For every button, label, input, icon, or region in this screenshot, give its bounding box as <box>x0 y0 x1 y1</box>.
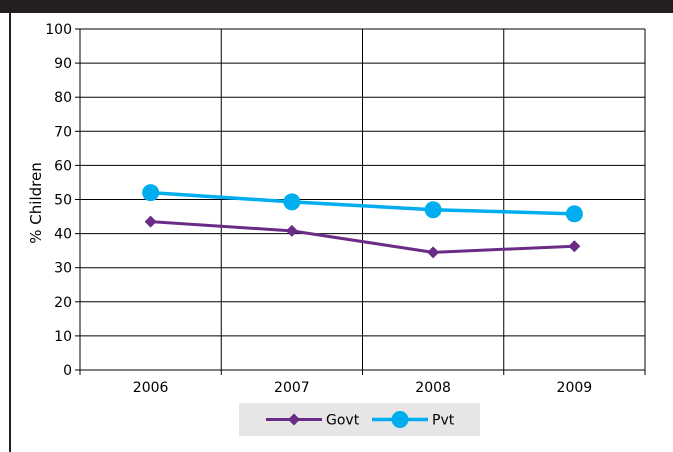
legend-label: Govt <box>326 413 360 429</box>
y-tick-label: 40 <box>54 227 72 243</box>
y-tick-label: 50 <box>54 193 72 209</box>
data-point-pvt <box>565 205 583 223</box>
data-point-pvt <box>283 193 301 211</box>
y-tick-label: 30 <box>54 261 72 277</box>
data-point-govt <box>427 246 440 259</box>
x-tick-label: 2006 <box>133 380 169 396</box>
x-tick-label: 2008 <box>415 380 451 396</box>
legend: Govt Pvt <box>239 403 480 436</box>
y-tick-label: 10 <box>54 329 72 345</box>
legend-label: Pvt <box>432 413 455 429</box>
data-point-govt <box>568 240 581 253</box>
y-tick-label: 70 <box>54 124 72 140</box>
data-point-pvt <box>142 184 160 202</box>
x-tick-label: 2009 <box>557 380 593 396</box>
data-point-pvt <box>424 201 442 219</box>
y-tick-label: 80 <box>54 90 72 106</box>
y-axis-title: % Children <box>27 162 45 243</box>
y-tick-label: 0 <box>63 363 72 379</box>
series-line-govt <box>150 220 575 254</box>
legend-marker <box>391 411 409 428</box>
legend-marker <box>288 413 300 426</box>
x-tick-label: 2007 <box>274 380 310 396</box>
data-point-govt <box>285 224 298 237</box>
grid <box>80 28 646 370</box>
series-govt <box>144 215 581 259</box>
axes <box>75 28 646 375</box>
y-tick-labels: 0 10 20 30 40 50 60 70 80 90 100 <box>45 22 72 379</box>
series-pvt <box>142 184 583 223</box>
y-tick-label: 90 <box>54 56 72 72</box>
series-line-pvt <box>150 190 575 216</box>
x-tick-labels: 2006 2007 2008 2009 <box>133 380 592 396</box>
data-point-govt <box>144 215 157 228</box>
y-tick-label: 100 <box>45 22 72 38</box>
y-tick-label: 20 <box>54 295 72 311</box>
series <box>142 184 583 259</box>
header-bar <box>0 0 673 13</box>
y-tick-label: 60 <box>54 158 72 174</box>
left-rule <box>9 13 11 452</box>
